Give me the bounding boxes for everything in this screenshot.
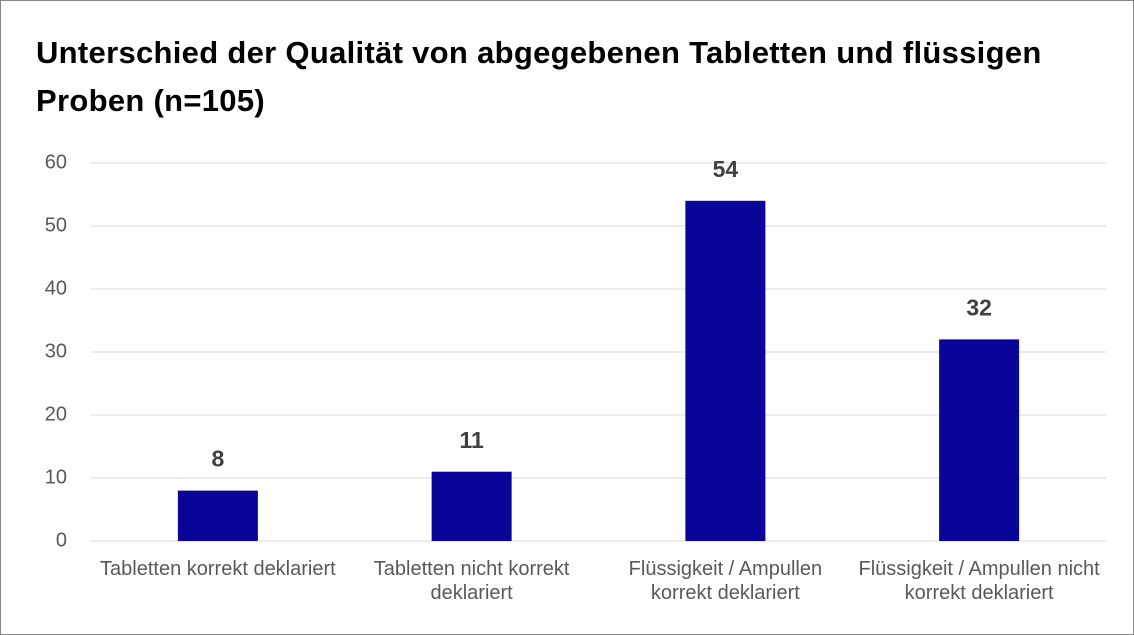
bar [939, 339, 1020, 541]
bar [431, 471, 512, 541]
y-tick-label: 40 [45, 277, 67, 299]
data-label: 8 [211, 446, 224, 472]
y-tick-label: 60 [45, 151, 67, 173]
x-tick-label: Tabletten korrekt deklariert [100, 558, 336, 580]
y-tick-label: 30 [45, 340, 67, 362]
bar [177, 490, 258, 541]
x-tick-label: Flüssigkeit / Ampullen nicht korrekt dek… [858, 558, 1100, 604]
bar [685, 200, 766, 542]
data-label: 32 [966, 294, 992, 320]
y-tick-label: 50 [45, 214, 67, 236]
data-label: 54 [713, 156, 739, 182]
x-tick-label: Tabletten nicht korrekt deklariert [373, 558, 570, 604]
x-tick-label: Flüssigkeit / Ampullen korrekt deklarier… [628, 558, 823, 604]
chart-title: Unterschied der Qualität von abgegebenen… [36, 35, 1042, 118]
y-tick-label: 0 [56, 529, 67, 551]
y-tick-label: 20 [45, 403, 67, 425]
y-tick-label: 10 [45, 466, 67, 488]
data-label: 11 [459, 427, 484, 453]
